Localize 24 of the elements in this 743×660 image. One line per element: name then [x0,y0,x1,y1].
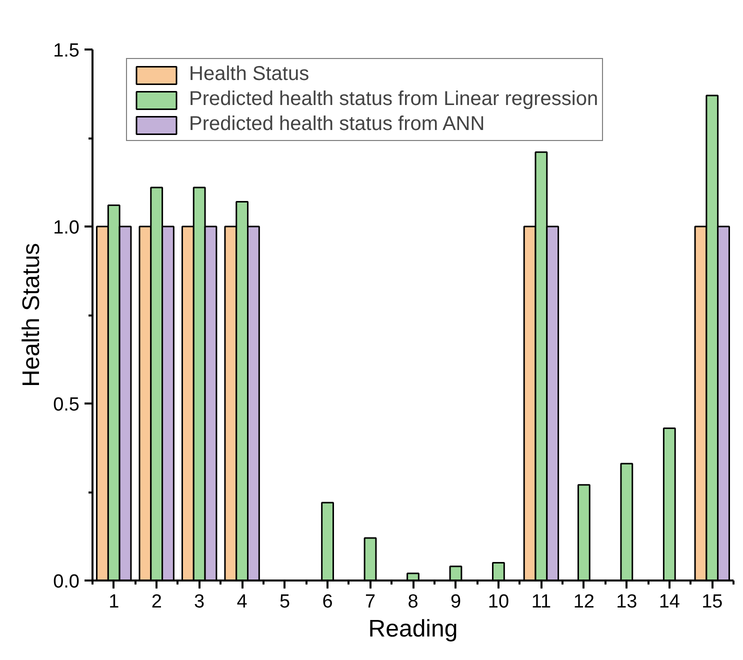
x-tick-label: 1 [108,592,120,612]
x-tick-label: 14 [658,592,680,612]
legend-label: Predicted health status from Linear regression [189,88,598,111]
x-tick-label: 11 [531,592,552,612]
x-tick-label: 15 [702,592,723,612]
x-tick-label: 12 [573,592,595,612]
x-tick-label: 6 [322,592,333,612]
x-tick-label: 8 [408,592,418,612]
y-tick-label: 1.0 [53,218,80,238]
legend-label: Health Status [189,63,310,86]
x-tick-label: 7 [364,592,376,612]
y-axis-title: Health Status [18,242,46,388]
x-tick-label: 4 [236,592,248,612]
x-tick-label: 3 [194,592,205,612]
x-tick-label: 13 [616,592,638,612]
legend-label: Predicted health status from ANN [189,113,485,136]
x-tick-label: 2 [151,592,162,612]
y-tick-label: 0.5 [53,394,80,416]
x-tick-label: 5 [280,592,290,612]
x-tick-label: 10 [488,592,510,612]
x-axis-title: Reading [368,616,458,642]
y-tick-label: 1.5 [53,40,80,62]
x-tick-label: 9 [450,592,462,612]
y-tick-label: 0.0 [53,572,80,592]
